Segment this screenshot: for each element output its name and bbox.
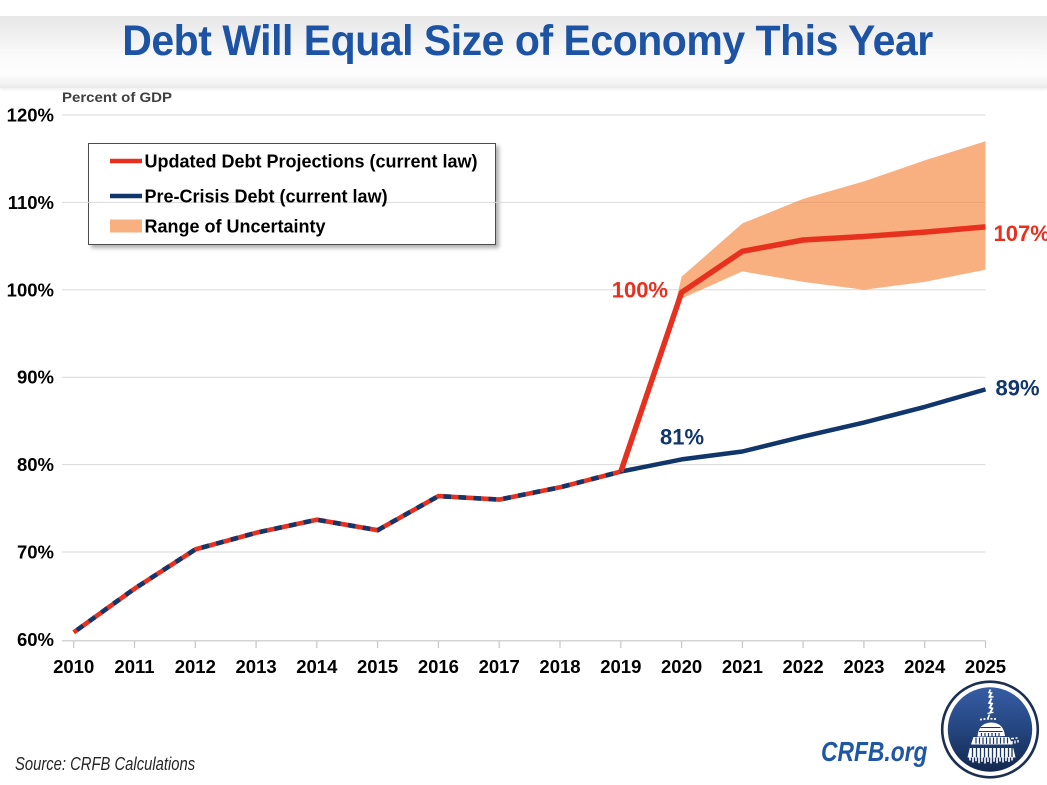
svg-text:70%: 70% (17, 542, 54, 563)
svg-text:2018: 2018 (539, 656, 580, 677)
svg-text:Pre-Crisis Debt (current law): Pre-Crisis Debt (current law) (145, 187, 388, 207)
svg-text:60%: 60% (17, 629, 54, 650)
svg-text:80%: 80% (17, 454, 54, 475)
svg-text:120%: 120% (7, 105, 54, 126)
svg-text:Range of Uncertainty: Range of Uncertainty (145, 217, 326, 237)
svg-text:107%: 107% (994, 221, 1047, 246)
svg-text:2016: 2016 (418, 656, 459, 677)
svg-text:2025: 2025 (965, 656, 1006, 677)
svg-text:90%: 90% (17, 367, 54, 388)
svg-text:Percent of GDP: Percent of GDP (62, 89, 172, 105)
svg-text:2010: 2010 (53, 656, 94, 677)
svg-text:Updated Debt Projections (curr: Updated Debt Projections (current law) (145, 152, 478, 172)
svg-text:2019: 2019 (600, 656, 641, 677)
svg-text:100%: 100% (7, 279, 54, 300)
svg-text:2023: 2023 (843, 656, 884, 677)
svg-text:110%: 110% (8, 192, 54, 213)
svg-text:2020: 2020 (661, 656, 702, 677)
svg-text:2017: 2017 (479, 656, 520, 677)
svg-text:2015: 2015 (357, 656, 398, 677)
svg-text:100%: 100% (612, 278, 668, 303)
svg-text:2013: 2013 (236, 656, 277, 677)
svg-text:81%: 81% (660, 425, 704, 450)
svg-text:89%: 89% (996, 376, 1040, 401)
svg-text:2022: 2022 (783, 656, 824, 677)
svg-text:2011: 2011 (114, 656, 154, 677)
svg-text:2021: 2021 (722, 656, 763, 677)
svg-text:2014: 2014 (296, 656, 338, 677)
svg-text:2012: 2012 (175, 656, 216, 677)
svg-text:2024: 2024 (904, 656, 946, 677)
